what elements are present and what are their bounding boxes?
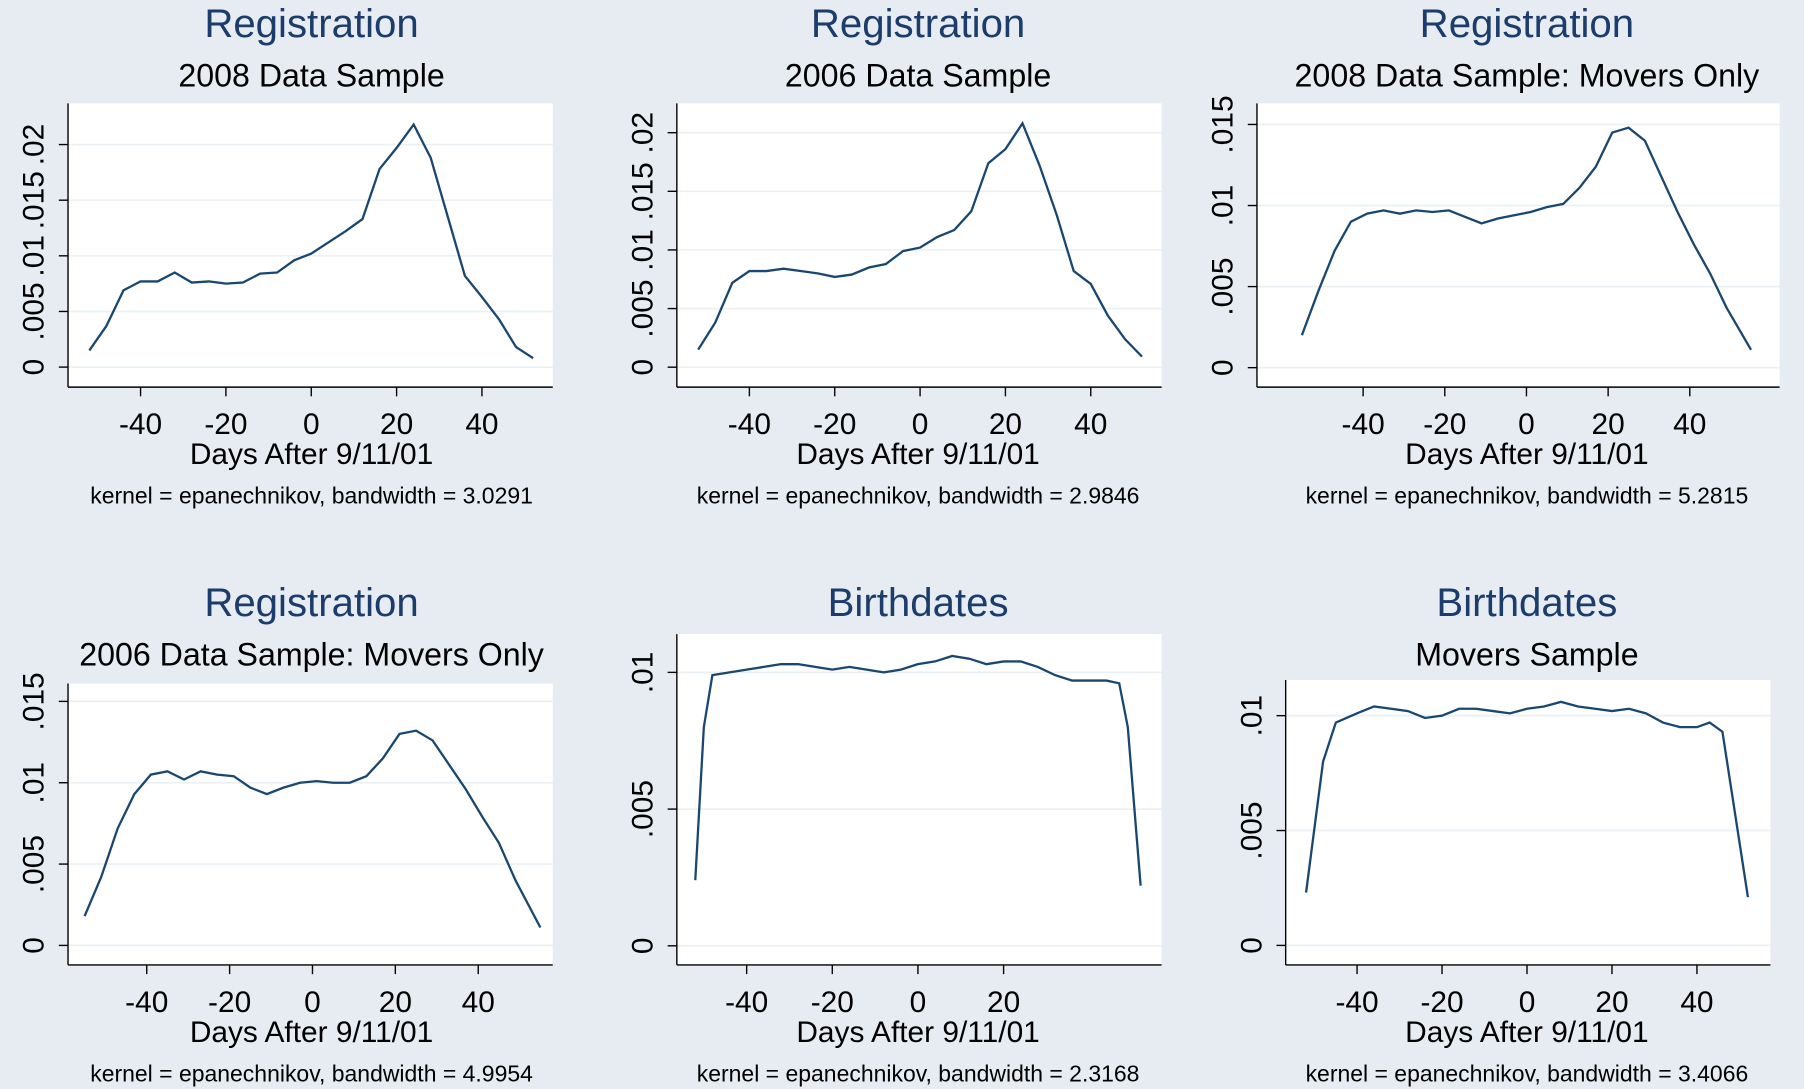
chart-title: Registration <box>811 1 1025 46</box>
y-tick-label: .01 <box>1235 695 1268 737</box>
density-line <box>1304 700 1750 898</box>
x-axis-label: Days After 9/11/01 <box>190 1016 433 1049</box>
chart-title: Birthdates <box>828 580 1009 625</box>
x-tick-label: -40 <box>728 408 771 441</box>
x-tick-label: -20 <box>811 986 854 1019</box>
x-tick-label: -40 <box>119 408 162 441</box>
x-tick-label: -40 <box>125 986 168 1019</box>
x-tick-label: 40 <box>465 408 498 441</box>
x-axis-label: Days After 9/11/01 <box>796 1016 1039 1049</box>
plot-area <box>676 103 1162 388</box>
note: kernel = epanechnikov, bandwidth = 5.281… <box>1306 482 1749 508</box>
x-tick-label: 40 <box>1680 986 1713 1019</box>
x-tick-label: 40 <box>1074 408 1107 441</box>
x-axis-label: Days After 9/11/01 <box>796 438 1039 471</box>
note: kernel = epanechnikov, bandwidth = 4.995… <box>90 1060 533 1086</box>
y-tick-label: .005 <box>18 282 51 340</box>
y-tick-label: .01 <box>627 652 660 694</box>
plot-area <box>1256 103 1780 388</box>
density-line <box>694 654 1142 886</box>
y-tick-label: .005 <box>1207 258 1240 316</box>
y-tick-label: .01 <box>18 235 51 277</box>
x-axis-label: Days After 9/11/01 <box>1405 1016 1648 1049</box>
x-tick-label: -40 <box>1335 986 1378 1019</box>
y-tick-label: .015 <box>18 171 51 229</box>
y-tick-label: 0 <box>627 359 660 376</box>
x-tick-label: 0 <box>912 408 929 441</box>
density-line <box>697 120 1143 358</box>
density-line <box>1300 126 1753 351</box>
x-tick-label: -20 <box>813 408 856 441</box>
x-tick-label: 0 <box>910 986 927 1019</box>
density-line <box>83 729 542 929</box>
note: kernel = epanechnikov, bandwidth = 2.984… <box>697 482 1140 508</box>
x-tick-label: 40 <box>462 986 495 1019</box>
y-tick-label: .015 <box>1207 95 1240 153</box>
x-tick-label: 0 <box>303 408 320 441</box>
x-tick-label: 0 <box>1519 986 1536 1019</box>
y-tick-label: .005 <box>627 280 660 338</box>
plot-area <box>68 103 553 388</box>
x-tick-label: -20 <box>1423 408 1466 441</box>
note: kernel = epanechnikov, bandwidth = 3.406… <box>1306 1060 1749 1086</box>
chart-title: Birthdates <box>1436 580 1617 625</box>
y-tick-label: .005 <box>1235 801 1268 859</box>
note: kernel = epanechnikov, bandwidth = 3.029… <box>90 482 533 508</box>
y-tick-label: 0 <box>18 359 51 376</box>
density-line <box>88 122 534 360</box>
y-tick-label: .005 <box>18 835 51 893</box>
chart-title: Registration <box>1420 1 1634 46</box>
chart-title: Registration <box>204 1 418 46</box>
x-tick-label: 20 <box>380 408 413 441</box>
chart-title: Registration <box>204 580 418 625</box>
chart-subtitle: 2006 Data Sample: Movers Only <box>79 637 545 673</box>
chart-subtitle: 2006 Data Sample <box>785 58 1051 94</box>
y-tick-label: .02 <box>627 112 660 154</box>
x-tick-label: 20 <box>989 408 1022 441</box>
y-tick-label: .015 <box>18 672 51 730</box>
x-tick-label: 20 <box>987 986 1020 1019</box>
plot-area <box>1285 680 1771 965</box>
y-tick-label: 0 <box>1207 359 1240 376</box>
x-axis-label: Days After 9/11/01 <box>190 438 433 471</box>
y-tick-label: .01 <box>18 762 51 804</box>
y-tick-label: .01 <box>627 229 660 271</box>
y-tick-label: 0 <box>1235 937 1268 954</box>
x-tick-label: 0 <box>1518 408 1535 441</box>
plot-area <box>68 683 553 965</box>
y-tick-label: .015 <box>627 162 660 220</box>
x-tick-label: 0 <box>304 986 321 1019</box>
x-tick-label: -20 <box>204 408 247 441</box>
chart-subtitle: 2008 Data Sample: Movers Only <box>1295 58 1761 94</box>
y-tick-label: .005 <box>627 780 660 838</box>
x-tick-label: -20 <box>208 986 251 1019</box>
x-tick-label: -40 <box>725 986 768 1019</box>
y-tick-label: 0 <box>627 937 660 954</box>
x-axis-label: Days After 9/11/01 <box>1405 438 1648 471</box>
y-tick-label: 0 <box>18 937 51 954</box>
y-tick-label: .01 <box>1207 185 1240 227</box>
y-tick-label: .02 <box>18 124 51 166</box>
x-tick-label: -20 <box>1420 986 1463 1019</box>
plot-area <box>676 634 1162 965</box>
x-tick-label: 20 <box>1595 986 1628 1019</box>
chart-subtitle: 2008 Data Sample <box>178 58 444 94</box>
x-tick-label: 20 <box>1592 408 1625 441</box>
x-tick-label: 20 <box>379 986 412 1019</box>
note: kernel = epanechnikov, bandwidth = 2.316… <box>697 1060 1140 1086</box>
x-tick-label: 40 <box>1673 408 1706 441</box>
chart-subtitle: Movers Sample <box>1415 637 1638 673</box>
x-tick-label: -40 <box>1342 408 1385 441</box>
